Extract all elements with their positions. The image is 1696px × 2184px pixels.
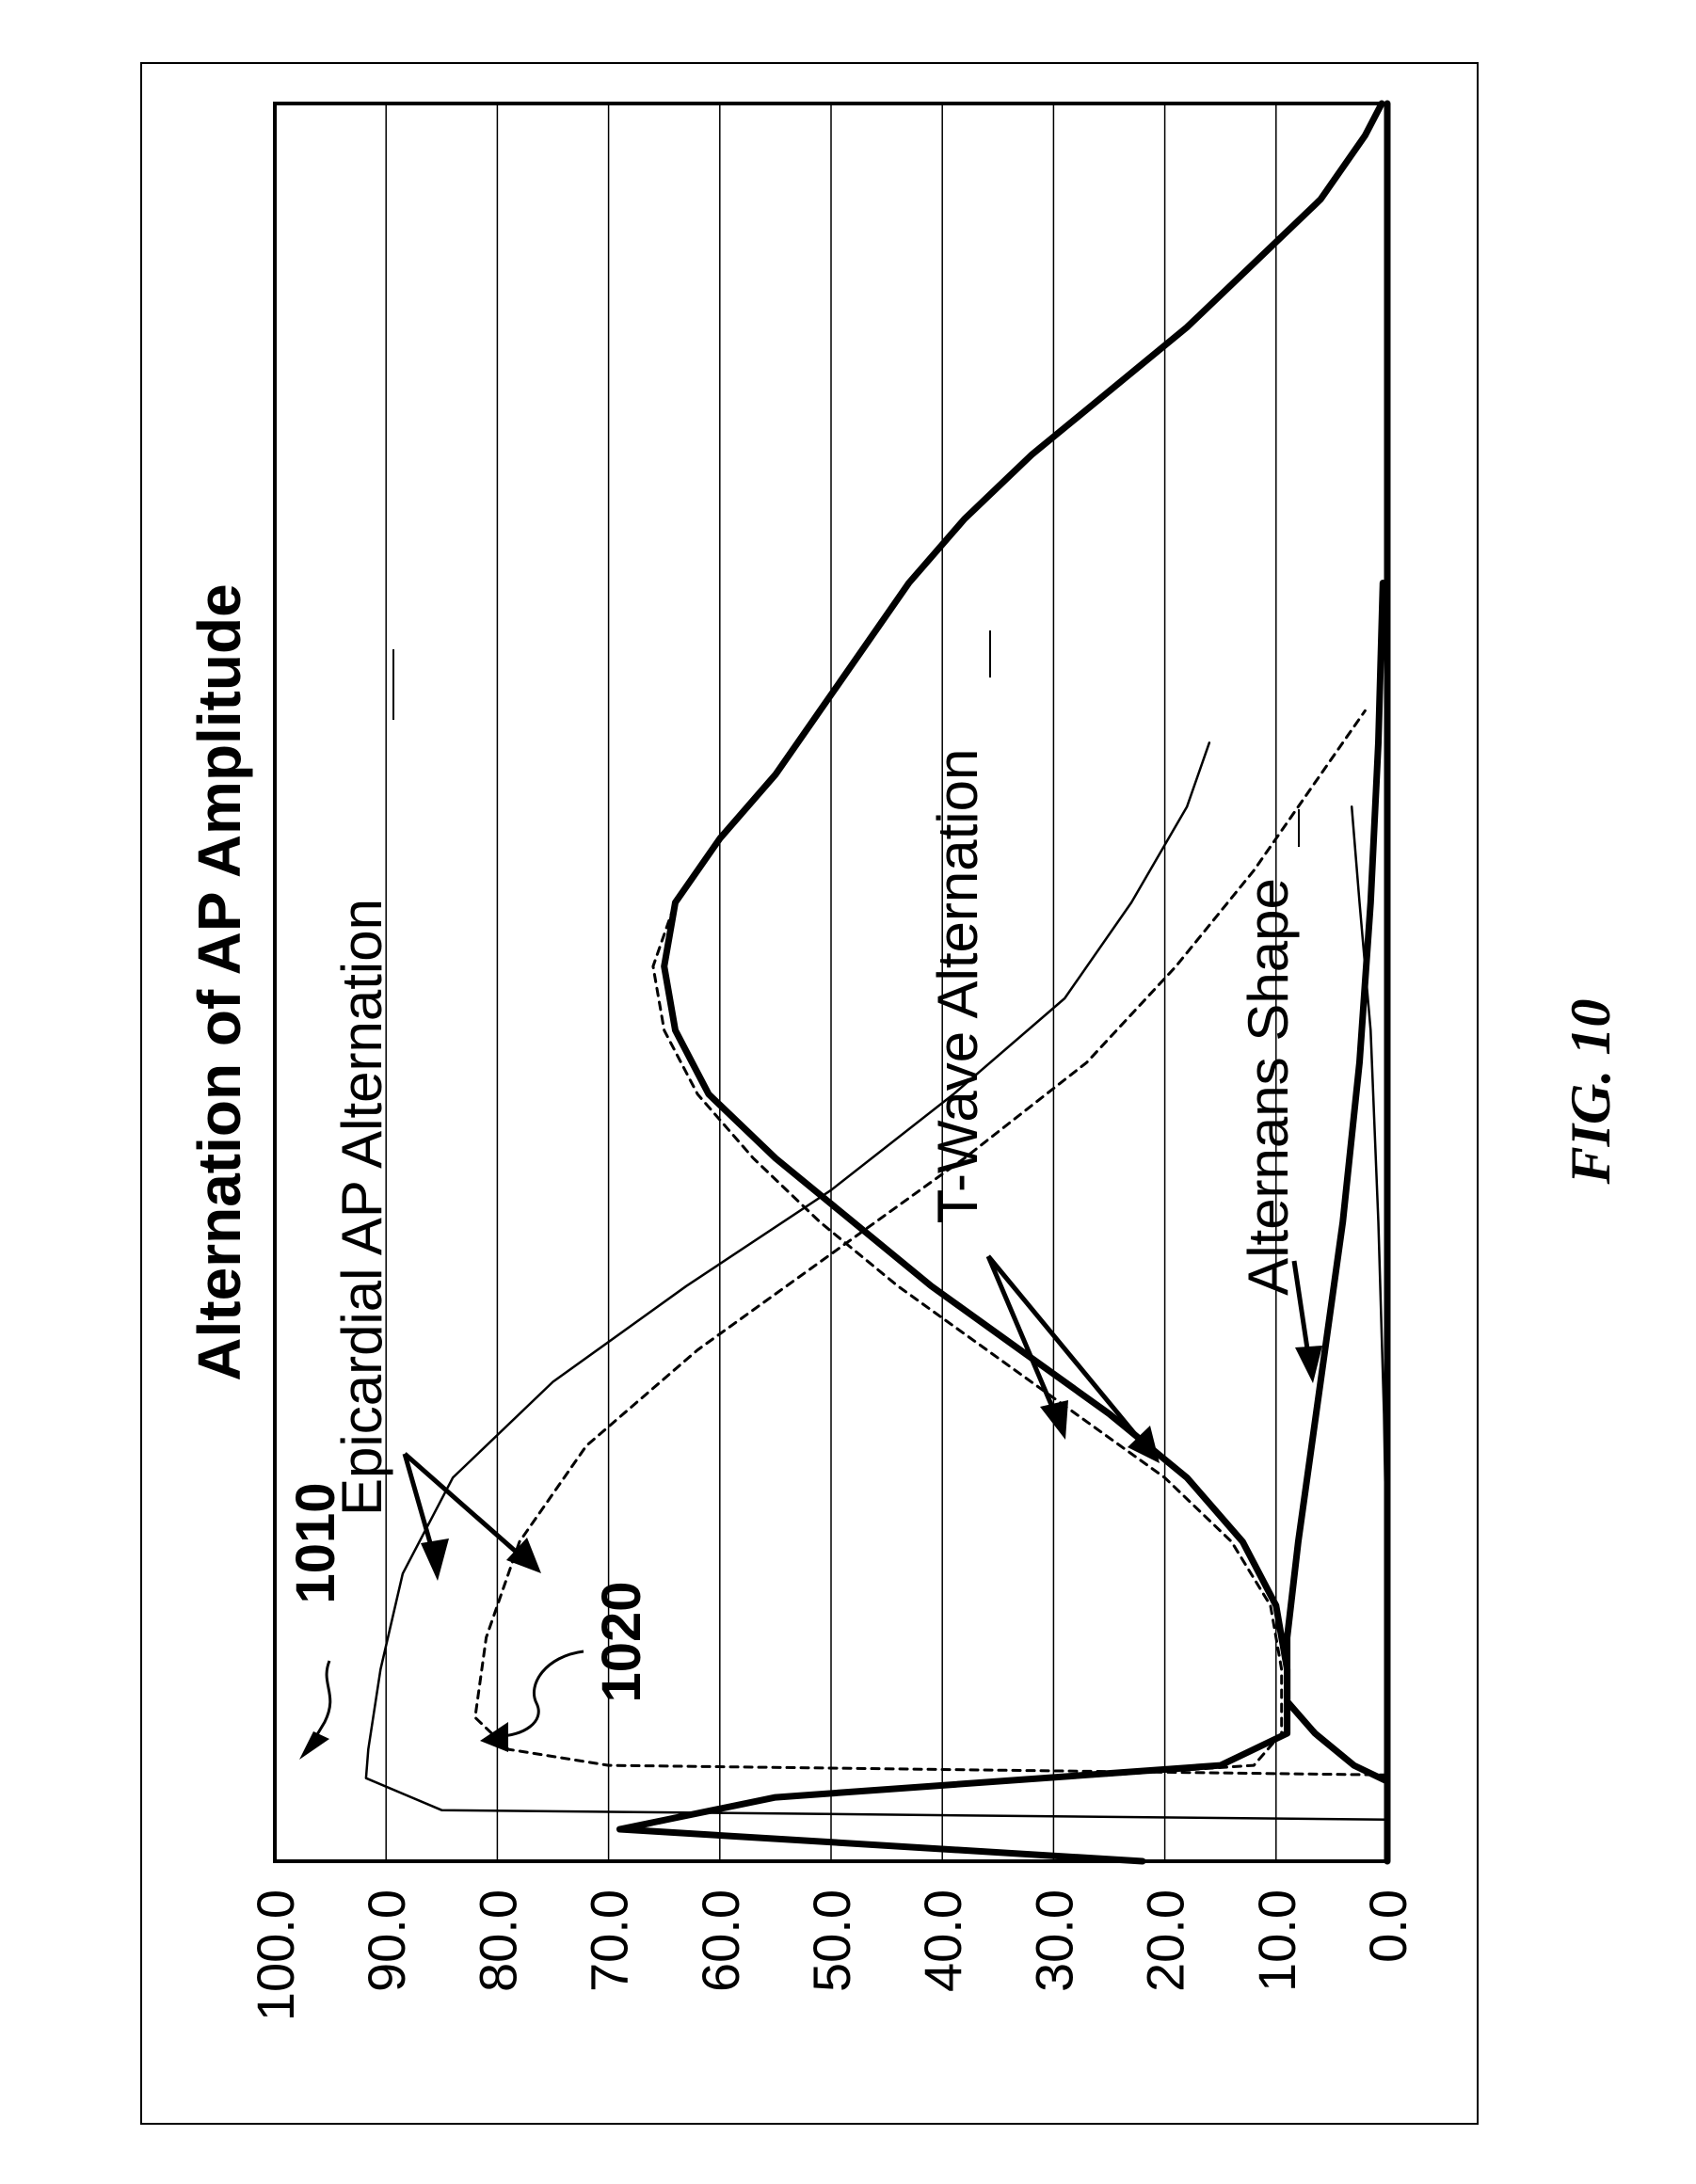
y-tick-label: 40.0 [913,1889,972,1992]
series-line-epi-1010 [366,742,1387,1820]
ref-1020-label: 1020 [591,1581,652,1702]
y-tick-label: 30.0 [1024,1889,1083,1992]
y-tick-label: 100.0 [246,1889,305,2021]
y-axis-tick-labels: 0.0 10.0 20.0 30.0 40.0 50.0 60.0 70.0 80.0 90.0 1… [246,1889,1417,2021]
ref-1020-arrowhead [480,1722,508,1752]
y-tick-label: 10.0 [1247,1889,1306,1992]
ref-1020-leader [499,1651,584,1736]
chart-title: Alternation of AP Amplitude [185,583,253,1380]
y-tick-label: 50.0 [802,1889,861,1992]
y-tick-label: 20.0 [1136,1889,1195,1992]
annotations: 1010 1020 Epicardial AP Alternation T-Wa… [285,630,1322,1760]
y-tick-label: 90.0 [357,1889,416,1992]
alternans-arrow [1294,1261,1308,1355]
y-tick-label: 60.0 [691,1889,750,1992]
figure-caption: FIG. 10 [1560,999,1622,1186]
series-lines [366,104,1387,1861]
ref-1010-arrowhead [299,1731,329,1760]
epicardial-label: Epicardial AP Alternation [330,899,393,1516]
y-tick-label: 0.0 [1358,1889,1417,1963]
twave-label: T-Wave Alternation [926,749,989,1224]
series-line-alternans-thick [1288,583,1387,1782]
epicardial-arrow-2 [405,1454,522,1557]
epicardial-arrowhead-1 [421,1538,449,1581]
y-tick-label: 70.0 [580,1889,639,1992]
y-tick-label: 80.0 [468,1889,527,1992]
alternans-label: Alternans Shape [1237,878,1300,1296]
